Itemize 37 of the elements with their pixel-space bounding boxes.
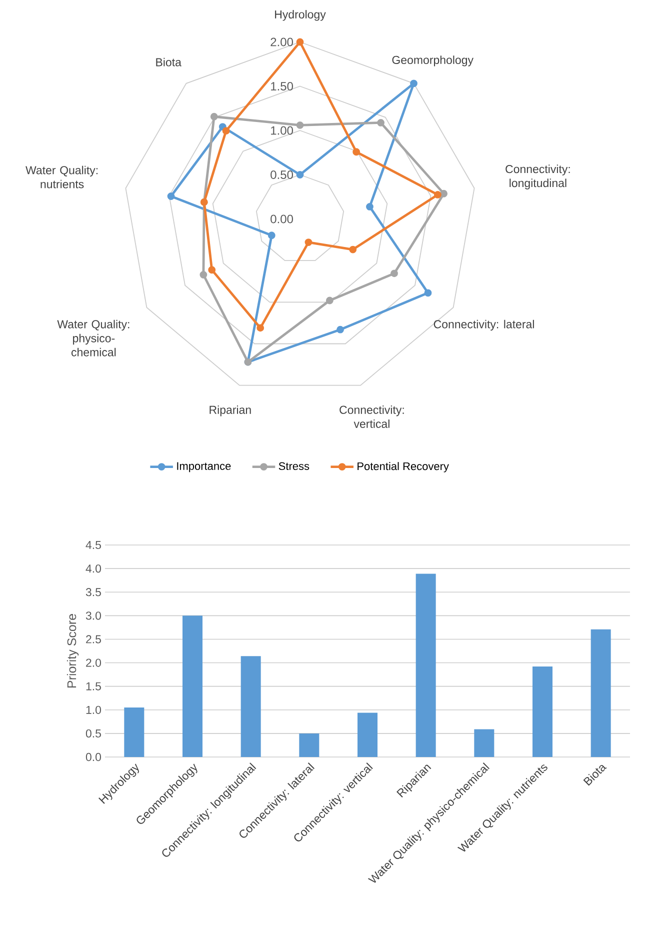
bar [416, 574, 436, 757]
y-tick-label: 0.00 [270, 214, 294, 224]
y-tick-label: 0.5 [86, 729, 101, 738]
y-tick-label: 1.5 [86, 682, 101, 690]
spoke-label: Riparian [210, 405, 251, 416]
bar [590, 629, 611, 757]
bar [358, 712, 378, 757]
spoke-label: Connectivity: vertical [340, 405, 404, 428]
y-axis-title: Priority Score [66, 614, 79, 688]
spoke-label: Water Quality: nutrients [26, 166, 98, 188]
y-tick-label: 4.5 [86, 540, 101, 550]
y-tick-label: 0.50 [270, 170, 294, 179]
y-tick-label: 3.5 [86, 588, 101, 596]
bar [182, 616, 202, 757]
spoke-label: Hydrology [275, 10, 326, 21]
bar [124, 708, 144, 757]
spoke-label: Geomorphology [392, 56, 474, 66]
y-tick-label: 1.00 [271, 126, 294, 135]
y-tick-label: 3.0 [86, 612, 102, 620]
y-tick-label: 0.0 [86, 752, 102, 762]
spoke-label: Biota [156, 58, 182, 66]
y-tick-label: 2.5 [86, 635, 101, 644]
y-tick-label: 2.00 [270, 38, 294, 46]
y-tick-label: 1.50 [271, 82, 294, 90]
y-tick-label: 4.0 [86, 564, 102, 573]
y-tick-label: 1.0 [86, 706, 102, 714]
spoke-label: Water Quality: physico-chemical [57, 320, 130, 356]
y-tick-label: 2.0 [86, 658, 102, 667]
legend-label: Potential Recovery [358, 462, 449, 472]
bar [532, 666, 552, 757]
bar [240, 656, 261, 757]
legend-label: Stress [278, 462, 310, 470]
spoke-label: Connectivity: lateral [434, 320, 534, 331]
legend-label: Importance [177, 462, 231, 472]
bar [474, 729, 494, 757]
spoke-label: Connectivity: longitudinal [506, 164, 570, 190]
bar [299, 733, 320, 757]
